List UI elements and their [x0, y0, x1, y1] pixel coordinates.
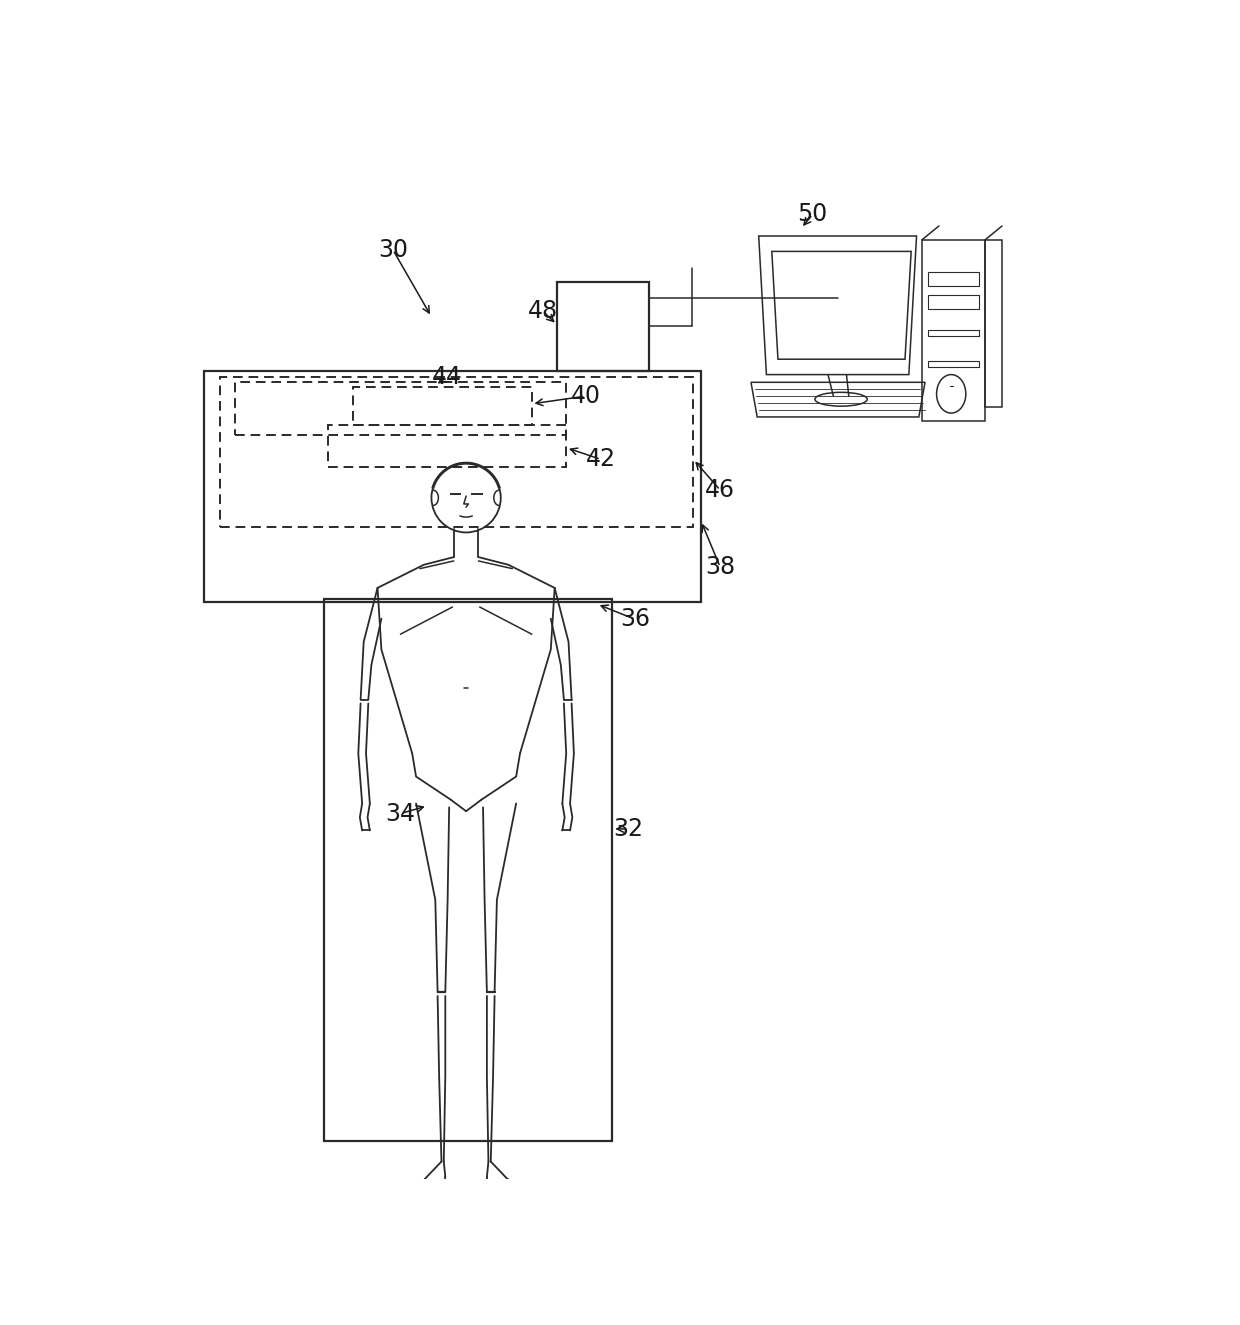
Text: 48: 48 [528, 299, 558, 323]
Bar [236, 383, 567, 435]
Bar [921, 240, 985, 421]
Text: 44: 44 [432, 364, 461, 390]
Text: 36: 36 [620, 607, 651, 632]
Text: 38: 38 [706, 555, 735, 579]
Text: 40: 40 [570, 384, 600, 408]
Bar [557, 282, 650, 371]
Bar [928, 360, 978, 367]
Bar [205, 371, 701, 602]
Text: 50: 50 [797, 203, 828, 227]
Bar [353, 387, 532, 424]
Text: 30: 30 [378, 238, 408, 262]
Bar [928, 330, 978, 337]
Bar [928, 272, 978, 286]
Text: 34: 34 [386, 802, 415, 825]
Bar [324, 599, 613, 1141]
Bar [928, 295, 978, 309]
Bar [219, 376, 693, 527]
Text: 46: 46 [706, 478, 735, 502]
Text: 32: 32 [613, 818, 642, 841]
Bar [327, 424, 567, 466]
Bar [985, 240, 1002, 407]
Text: 42: 42 [585, 448, 616, 472]
